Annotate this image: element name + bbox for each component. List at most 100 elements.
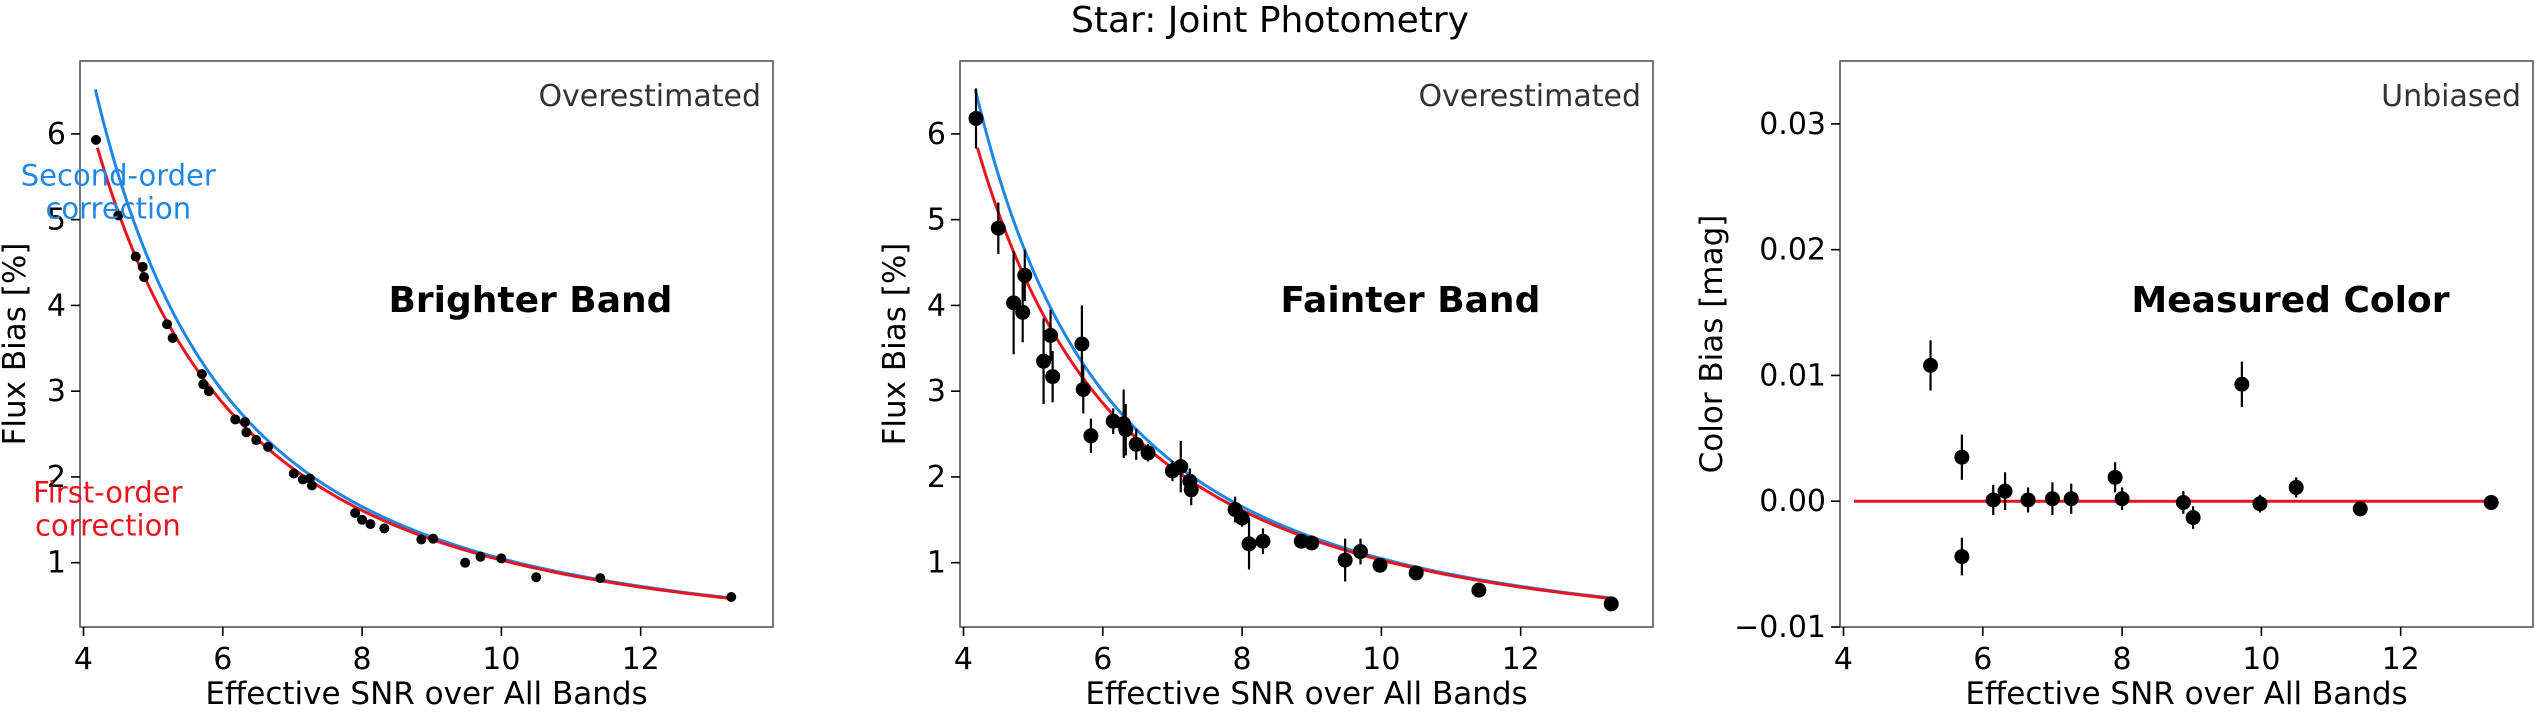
x-tick-label: 6: [1093, 642, 1112, 677]
y-axis-label: Flux Bias [%]: [877, 243, 913, 446]
data-point: [496, 553, 507, 564]
y-axis-label: Flux Bias [%]: [0, 243, 33, 446]
bias-status-label: Overestimated: [1418, 79, 1641, 114]
x-tick-label: 6: [213, 642, 232, 677]
data-point: [1954, 449, 1970, 465]
data-point: [203, 386, 214, 397]
bias-status-label: Overestimated: [538, 79, 761, 114]
data-point: [990, 220, 1006, 236]
plot-frame: [959, 60, 1654, 628]
x-tick-label: 10: [2242, 642, 2280, 677]
x-axis-label: Effective SNR over All Bands: [205, 676, 647, 712]
data-point: [2483, 494, 2499, 510]
x-tick-label: 8: [353, 642, 372, 677]
second-order-annotation: Second-order correction: [21, 158, 216, 225]
y-tick-label: 4: [927, 288, 946, 323]
data-point: [1140, 445, 1156, 461]
data-point: [1118, 422, 1134, 438]
data-point: [726, 591, 737, 602]
y-tick-label: 4: [47, 288, 66, 323]
data-point: [1173, 459, 1189, 475]
data-point: [240, 417, 251, 428]
data-point: [1603, 596, 1619, 612]
data-point: [2175, 494, 2191, 510]
data-point: [137, 261, 148, 272]
y-tick-label: 0.01: [1759, 358, 1826, 393]
figure-suptitle: Star: Joint Photometry: [1071, 0, 1469, 41]
y-axis-label: Color Bias [mag]: [1694, 215, 1730, 474]
data-point: [357, 514, 368, 525]
data-point: [162, 319, 173, 330]
data-point: [167, 332, 178, 343]
x-tick-label: 6: [1973, 642, 1992, 677]
data-point: [113, 210, 124, 221]
data-point: [350, 507, 361, 518]
data-point: [1183, 482, 1199, 498]
data-point: [531, 572, 542, 583]
data-point: [2044, 491, 2060, 507]
data-point: [1985, 492, 2001, 508]
x-tick-label: 10: [1362, 642, 1400, 677]
data-point: [2352, 501, 2368, 517]
y-tick-label: 0.00: [1759, 484, 1826, 519]
data-point: [1075, 381, 1091, 397]
x-tick-label: 8: [2113, 642, 2132, 677]
data-point: [379, 523, 390, 534]
data-point: [306, 480, 317, 491]
annotation-line: correction: [35, 509, 181, 543]
data-point: [130, 251, 141, 262]
bias-status-label: Unbiased: [2381, 79, 2521, 114]
data-point: [1128, 436, 1144, 452]
data-point: [1015, 304, 1031, 320]
x-axis-label: Effective SNR over All Bands: [1085, 676, 1527, 712]
data-point: [1241, 536, 1257, 552]
data-point: [1006, 295, 1022, 311]
data-point: [1043, 327, 1059, 343]
data-point: [1923, 357, 1939, 373]
data-point: [1954, 549, 1970, 565]
annotation-line: Second-order: [21, 158, 216, 192]
y-tick-label: 0.03: [1759, 107, 1826, 142]
annotation-line: First-order: [33, 476, 182, 510]
data-point: [1045, 369, 1061, 385]
first-order-annotation: First-order correction: [33, 476, 182, 543]
data-point: [1036, 353, 1052, 369]
annotation-line: correction: [45, 191, 191, 225]
panel-right: 4 6 8 10 12 −0.01 0.00 0.01 0.02 0.03 Effective SN…: [1694, 60, 2534, 712]
x-tick-label: 4: [954, 642, 973, 677]
y-tick-label: 5: [47, 203, 66, 238]
x-tick-label: 12: [2382, 642, 2420, 677]
data-point: [1337, 552, 1353, 568]
data-point: [1083, 428, 1099, 444]
x-tick-label: 4: [74, 642, 93, 677]
data-point: [2107, 469, 2123, 485]
data-point: [2020, 492, 2036, 508]
plot-frame: [79, 60, 774, 628]
data-point: [1255, 533, 1271, 549]
data-point: [595, 573, 606, 584]
data-point: [2063, 491, 2079, 507]
data-point: [1017, 267, 1033, 283]
x-tick-label: 4: [1834, 642, 1853, 677]
data-point: [968, 110, 984, 126]
data-point: [1997, 483, 2013, 499]
data-point: [2234, 376, 2250, 392]
data-point: [2252, 496, 2268, 512]
y-tick-label: 6: [927, 117, 946, 152]
y-tick-label: 1: [47, 546, 66, 581]
band-label: Measured Color: [2131, 280, 2449, 321]
data-point: [1352, 544, 1368, 560]
y-tick-label: −0.01: [1734, 610, 1826, 645]
data-point: [460, 557, 471, 568]
data-point: [2114, 491, 2130, 507]
data-point: [139, 272, 150, 283]
data-point: [251, 435, 262, 446]
data-point: [1304, 535, 1320, 551]
data-point: [1471, 582, 1487, 598]
x-tick-label: 12: [622, 642, 660, 677]
data-point: [230, 414, 241, 425]
y-tick-label: 3: [47, 374, 66, 409]
